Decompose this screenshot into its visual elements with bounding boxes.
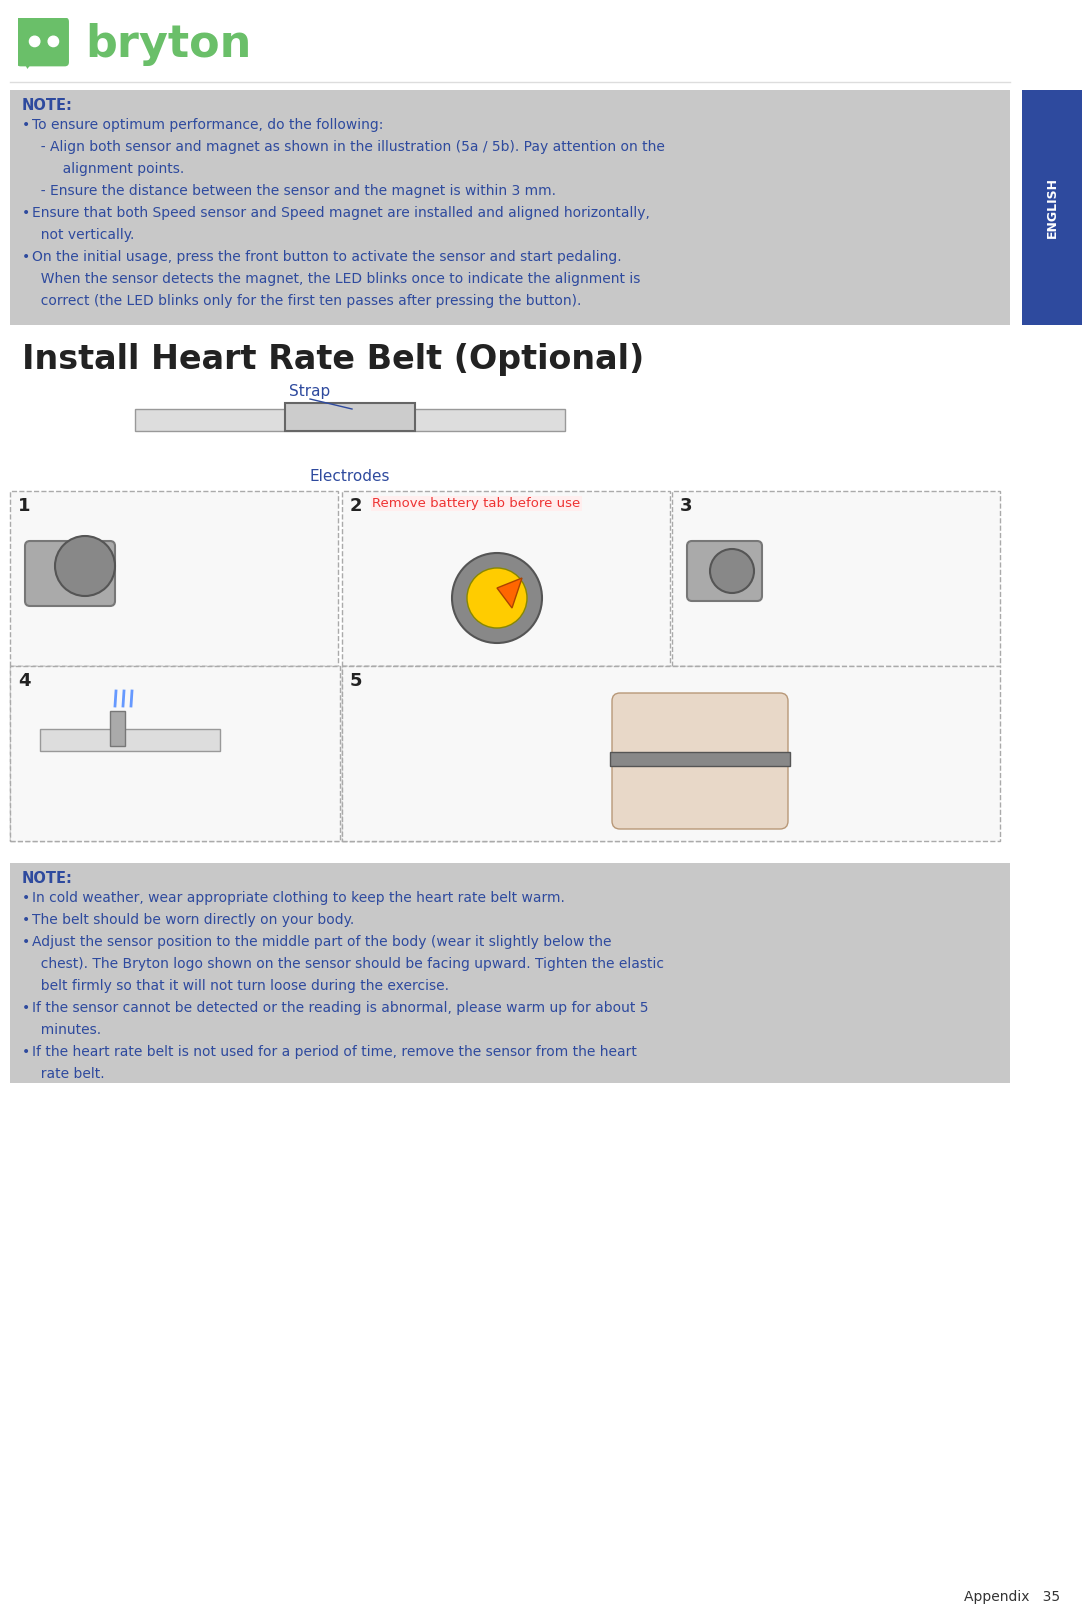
Text: •: • <box>22 206 31 220</box>
Text: Remove battery tab before use: Remove battery tab before use <box>372 497 580 509</box>
Text: •: • <box>22 890 31 905</box>
Text: Appendix   35: Appendix 35 <box>964 1589 1060 1604</box>
Circle shape <box>55 537 115 596</box>
Text: rate belt.: rate belt. <box>32 1067 105 1082</box>
Bar <box>610 752 790 767</box>
Text: Ensure that both Speed sensor and Speed magnet are installed and aligned horizon: Ensure that both Speed sensor and Speed … <box>32 206 650 220</box>
Text: - Align both sensor and magnet as shown in the illustration (5a / 5b). Pay atten: - Align both sensor and magnet as shown … <box>32 140 665 154</box>
Text: 2: 2 <box>351 497 363 514</box>
Text: 3: 3 <box>680 497 692 514</box>
Text: - Ensure the distance between the sensor and the magnet is within 3 mm.: - Ensure the distance between the sensor… <box>32 183 556 198</box>
FancyBboxPatch shape <box>25 542 115 606</box>
Bar <box>10 492 339 665</box>
Circle shape <box>29 37 39 47</box>
Text: Adjust the sensor position to the middle part of the body (wear it slightly belo: Adjust the sensor position to the middle… <box>32 935 612 950</box>
Text: If the sensor cannot be detected or the reading is abnormal, please warm up for : If the sensor cannot be detected or the … <box>32 1001 649 1016</box>
Text: correct (the LED blinks only for the first ten passes after pressing the button): correct (the LED blinks only for the fir… <box>32 294 581 309</box>
Polygon shape <box>23 61 33 69</box>
Circle shape <box>710 550 753 593</box>
Bar <box>342 665 835 840</box>
FancyBboxPatch shape <box>687 542 762 601</box>
Text: chest). The Bryton logo shown on the sensor should be facing upward. Tighten the: chest). The Bryton logo shown on the sen… <box>32 958 664 971</box>
Text: ENGLISH: ENGLISH <box>1045 177 1058 238</box>
Text: •: • <box>22 913 31 927</box>
Text: Strap: Strap <box>289 384 331 399</box>
Polygon shape <box>497 579 522 607</box>
Circle shape <box>48 37 59 47</box>
FancyBboxPatch shape <box>612 693 788 829</box>
Bar <box>672 492 1000 665</box>
Text: •: • <box>22 1001 31 1016</box>
Text: If the heart rate belt is not used for a period of time, remove the sensor from : If the heart rate belt is not used for a… <box>32 1045 637 1059</box>
Bar <box>110 710 124 746</box>
Text: Install Heart Rate Belt (Optional): Install Heart Rate Belt (Optional) <box>22 342 644 376</box>
Bar <box>10 665 503 840</box>
Text: NOTE:: NOTE: <box>22 98 73 112</box>
Text: •: • <box>22 117 31 132</box>
Bar <box>342 665 1000 840</box>
Text: When the sensor detects the magnet, the LED blinks once to indicate the alignmen: When the sensor detects the magnet, the … <box>32 272 640 286</box>
Circle shape <box>452 553 542 643</box>
Text: NOTE:: NOTE: <box>22 871 73 885</box>
Text: 1: 1 <box>17 497 31 514</box>
FancyBboxPatch shape <box>16 18 69 66</box>
Bar <box>40 730 219 750</box>
Text: The belt should be worn directly on your body.: The belt should be worn directly on your… <box>32 913 354 927</box>
Text: 5: 5 <box>351 672 363 689</box>
Text: To ensure optimum performance, do the following:: To ensure optimum performance, do the fo… <box>32 117 383 132</box>
Bar <box>285 403 415 431</box>
FancyBboxPatch shape <box>10 863 1010 1083</box>
Bar <box>135 410 565 431</box>
Bar <box>342 492 670 665</box>
Text: •: • <box>22 935 31 950</box>
Text: On the initial usage, press the front button to activate the sensor and start pe: On the initial usage, press the front bu… <box>32 251 621 264</box>
Bar <box>1022 90 1082 325</box>
Text: •: • <box>22 1045 31 1059</box>
Text: not vertically.: not vertically. <box>32 228 134 243</box>
Text: belt firmly so that it will not turn loose during the exercise.: belt firmly so that it will not turn loo… <box>32 979 449 993</box>
Text: Electrodes: Electrodes <box>310 469 390 484</box>
Circle shape <box>467 567 527 628</box>
Text: bryton: bryton <box>85 22 251 66</box>
Bar <box>10 665 340 840</box>
FancyBboxPatch shape <box>10 90 1010 325</box>
Text: •: • <box>22 251 31 264</box>
Text: In cold weather, wear appropriate clothing to keep the heart rate belt warm.: In cold weather, wear appropriate clothi… <box>32 890 565 905</box>
Text: 4: 4 <box>17 672 31 689</box>
Text: alignment points.: alignment points. <box>32 162 185 177</box>
Text: minutes.: minutes. <box>32 1024 102 1037</box>
